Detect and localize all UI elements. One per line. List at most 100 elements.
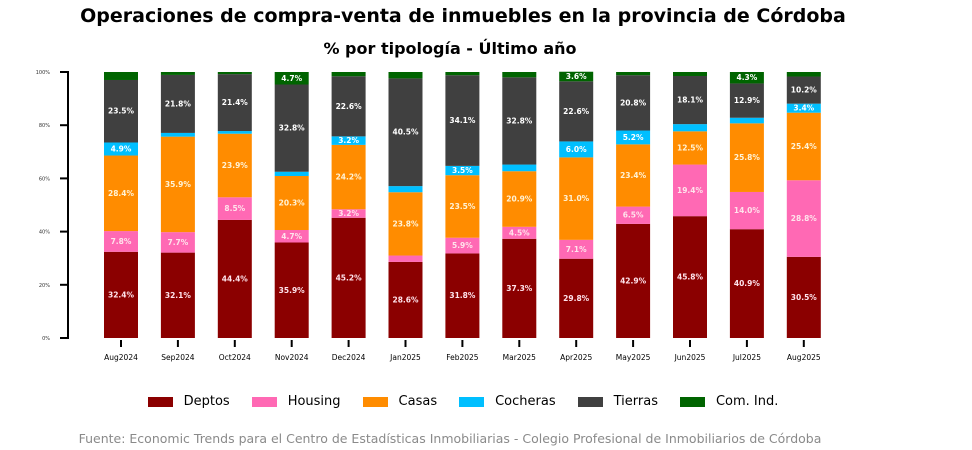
bar-segment-cocheras[interactable] [274, 171, 309, 177]
bar-segment-casas[interactable] [388, 192, 423, 256]
bar-segment-deptos[interactable] [786, 256, 821, 338]
bar-segment-casas[interactable] [445, 175, 480, 238]
legend-label: Tierras [613, 394, 658, 409]
bar-segment-com-ind[interactable] [729, 72, 764, 84]
bar-segment-com-ind[interactable] [559, 71, 594, 82]
data-label: 4.7% [281, 74, 302, 83]
bar-segment-deptos[interactable] [673, 216, 707, 338]
legend-item-cocheras[interactable]: Cocheras [459, 394, 556, 409]
bar-segment-com-ind[interactable] [502, 72, 537, 78]
bar-segment-tierras[interactable] [673, 75, 707, 125]
y-axis: 0% 20% 40% 60% 80% 100% [36, 70, 69, 342]
bar-segment-housing[interactable] [160, 232, 195, 253]
bar-segment-com-ind[interactable] [616, 72, 651, 76]
bar-segment-deptos[interactable] [729, 229, 764, 338]
bar-segment-tierras[interactable] [160, 74, 195, 133]
bar-segment-housing[interactable] [274, 230, 309, 243]
bar-segment-casas[interactable] [217, 133, 252, 198]
bar-segment-cocheras[interactable] [502, 164, 537, 172]
bar-segment-tierras[interactable] [445, 75, 480, 166]
bar-segment-housing[interactable] [388, 255, 423, 262]
bar-segment-tierras[interactable] [786, 76, 821, 104]
legend-item-housing[interactable]: Housing [251, 394, 341, 409]
bar-segment-com-ind[interactable] [673, 72, 707, 76]
bar-segment-cocheras[interactable] [160, 132, 195, 137]
bar-segment-casas[interactable] [104, 155, 138, 232]
bar-segment-deptos[interactable] [274, 242, 309, 338]
data-label: 45.2% [336, 273, 363, 282]
bar-segment-housing[interactable] [104, 231, 138, 252]
bar-segment-tierras[interactable] [217, 74, 252, 132]
data-label: 44.4% [222, 274, 249, 283]
bar-segment-deptos[interactable] [217, 219, 252, 338]
bar-segment-cocheras[interactable] [616, 130, 651, 145]
bar-segment-com-ind[interactable] [445, 72, 480, 76]
data-label: 40.5% [392, 128, 419, 137]
bar-segment-casas[interactable] [729, 123, 764, 192]
bar-segment-tierras[interactable] [104, 79, 138, 143]
legend-label: Housing [287, 394, 341, 409]
bar-segment-cocheras[interactable] [445, 165, 480, 176]
legend-item-casas[interactable]: Casas [362, 394, 437, 409]
bar-segment-deptos[interactable] [388, 261, 423, 338]
bar-segment-housing[interactable] [502, 226, 537, 239]
legend-item-tierras[interactable]: Tierras [577, 394, 658, 409]
bar-segment-cocheras[interactable] [331, 136, 366, 145]
bar-segment-com-ind[interactable] [388, 72, 423, 79]
bar-segment-housing[interactable] [786, 180, 821, 257]
data-label: 45.8% [677, 273, 704, 282]
data-label: 32.4% [108, 290, 135, 299]
bar-segment-casas[interactable] [160, 136, 195, 233]
bar-segment-deptos[interactable] [160, 252, 195, 338]
bar-segment-tierras[interactable] [502, 77, 537, 165]
bar-segment-com-ind[interactable] [331, 72, 366, 77]
bar-segment-deptos[interactable] [104, 251, 138, 338]
bar-segment-cocheras[interactable] [786, 103, 821, 113]
bar-segment-tierras[interactable] [616, 75, 651, 131]
bar-segment-casas[interactable] [673, 131, 707, 165]
legend-swatch-tierras [577, 396, 603, 407]
data-label: 18.1% [677, 96, 704, 105]
bar-stack-nov2024: 35.9% 4.7% 20.3% 32.8% 4.7% [274, 72, 309, 338]
bar-segment-com-ind[interactable] [274, 72, 309, 85]
bar-segment-casas[interactable] [502, 171, 537, 227]
bar-segment-cocheras[interactable] [673, 124, 707, 132]
x-tick-label: Oct2024 [219, 353, 251, 362]
bar-segment-tierras[interactable] [559, 81, 594, 142]
bar-segment-housing[interactable] [559, 239, 594, 259]
bar-segment-casas[interactable] [274, 176, 309, 231]
bar-segment-deptos[interactable] [559, 258, 594, 338]
data-label: 7.1% [566, 245, 587, 254]
bar-segment-com-ind[interactable] [217, 72, 252, 75]
bar-segment-cocheras[interactable] [388, 186, 423, 193]
bar-segment-cocheras[interactable] [104, 142, 138, 156]
bar-segment-housing[interactable] [331, 209, 366, 218]
bar-segment-casas[interactable] [786, 112, 821, 181]
bar-segment-deptos[interactable] [445, 253, 480, 338]
legend-item-deptos[interactable]: Deptos [147, 394, 230, 409]
bar-segment-casas[interactable] [331, 144, 366, 210]
bar-segment-housing[interactable] [217, 197, 252, 220]
bar-segment-casas[interactable] [559, 157, 594, 240]
bar-segment-com-ind[interactable] [786, 72, 821, 77]
bar-segment-tierras[interactable] [388, 78, 423, 187]
y-tick-label: 40% [39, 230, 50, 236]
bar-segment-tierras[interactable] [274, 84, 309, 172]
bar-segment-cocheras[interactable] [217, 131, 252, 134]
x-tick-label: Nov2024 [275, 353, 309, 362]
bar-segment-com-ind[interactable] [104, 72, 138, 80]
bar-segment-com-ind[interactable] [160, 72, 195, 75]
bar-segment-housing[interactable] [673, 164, 707, 217]
bar-segment-casas[interactable] [616, 144, 651, 207]
bar-segment-housing[interactable] [616, 206, 651, 224]
bar-segment-housing[interactable] [445, 237, 480, 254]
bar-segment-tierras[interactable] [331, 76, 366, 137]
bar-segment-deptos[interactable] [502, 238, 537, 338]
bar-segment-tierras[interactable] [729, 83, 764, 118]
bar-segment-cocheras[interactable] [559, 141, 594, 158]
bar-segment-deptos[interactable] [331, 217, 366, 338]
legend-item-com-ind[interactable]: Com. Ind. [679, 394, 778, 409]
bar-segment-housing[interactable] [729, 191, 764, 230]
bar-segment-deptos[interactable] [616, 223, 651, 338]
bar-segment-cocheras[interactable] [729, 117, 764, 124]
